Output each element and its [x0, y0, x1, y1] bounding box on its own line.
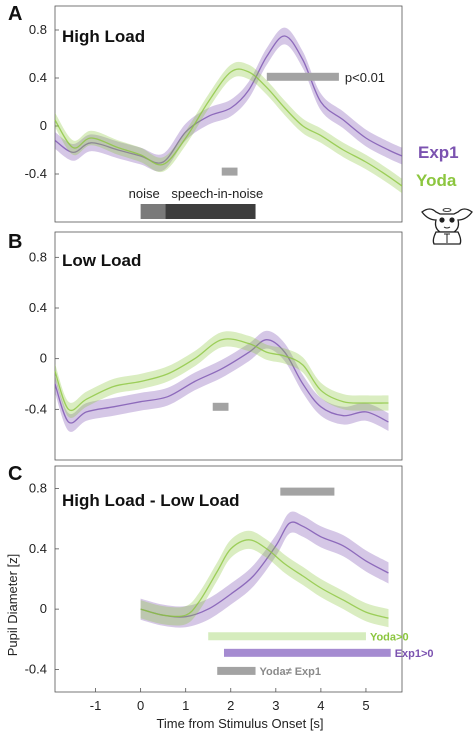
series-band-yoda	[140, 530, 389, 628]
panel-letter-a: A	[8, 3, 22, 25]
y-tick-label: 0.4	[29, 70, 47, 85]
series-line-exp1	[54, 339, 389, 424]
significance-bar	[223, 648, 391, 657]
panel-c: C High Load - Low Load 0.8 0.4 0 -0.4 -1 0 1 2 3…	[5, 463, 434, 731]
y-tick-label: 0	[40, 601, 47, 616]
y-axis-label: Pupil Diameter [z]	[5, 554, 20, 657]
x-tick-label: 2	[227, 698, 234, 713]
axes-c: 0.8 0.4 0 -0.4 -1 0 1 2 3 4 5 Yoda>0 Exp1>0 Yoda≠ Exp…	[25, 465, 434, 713]
panel-title-c: High Load - Low Load	[62, 491, 240, 510]
stimulus-bar	[140, 204, 166, 219]
panel-letter-b: B	[8, 231, 22, 253]
y-tick-label: 0.4	[29, 541, 47, 556]
axes-frame	[54, 231, 403, 461]
significance-bar	[208, 632, 366, 641]
series-line-exp1	[140, 521, 389, 618]
panel-a: A High Load 0.8 0.4 0 -0.4 noise speech-in-…	[8, 3, 403, 223]
series-line-yoda	[54, 68, 403, 187]
yoda-figure-icon	[421, 208, 473, 245]
series-band-exp1	[140, 511, 389, 628]
y-tick-label: 0	[40, 118, 47, 133]
panel-title-a: High Load	[62, 27, 145, 46]
y-tick-label: 0	[40, 351, 47, 366]
y-tick-label: 0.8	[29, 22, 47, 37]
stim-label-noise: noise	[129, 186, 160, 201]
significance-bar	[217, 666, 256, 675]
significance-bar	[221, 167, 238, 176]
series-line-exp1	[54, 35, 403, 164]
x-tick-label: 3	[272, 698, 279, 713]
significance-label: Yoda≠ Exp1	[260, 666, 321, 678]
x-tick-label: 0	[137, 698, 144, 713]
legend-yoda: Yoda	[416, 171, 457, 190]
series-line-yoda	[140, 539, 389, 619]
axes-a: 0.8 0.4 0 -0.4	[25, 5, 403, 223]
x-tick-label: 4	[317, 698, 324, 713]
x-tick-label: 5	[362, 698, 369, 713]
y-tick-label: 0.8	[29, 249, 47, 264]
axes-frame	[54, 5, 403, 223]
series-band-yoda	[55, 61, 402, 194]
axes-b: 0.8 0.4 0 -0.4	[25, 231, 403, 461]
series-band-exp1	[55, 330, 389, 432]
y-tick-label: 0.8	[29, 481, 47, 496]
significance-bar	[212, 402, 229, 411]
stimulus-bar	[165, 204, 256, 219]
legend-exp1: Exp1	[418, 143, 459, 162]
panel-title-b: Low Load	[62, 251, 141, 270]
y-tick-label: -0.4	[25, 661, 47, 676]
series-band-yoda	[55, 331, 389, 419]
y-tick-label: -0.4	[25, 401, 47, 416]
significance-label: Yoda>0	[370, 631, 409, 643]
panel-letter-c: C	[8, 463, 22, 485]
x-tick-label: 1	[182, 698, 189, 713]
significance-label: Exp1>0	[395, 648, 434, 660]
y-tick-label: -0.4	[25, 166, 47, 181]
sig-label-p: p<0.01	[345, 70, 385, 85]
x-tick-label: -1	[90, 698, 102, 713]
panel-b: B Low Load 0.8 0.4 0 -0.4	[8, 231, 403, 461]
x-axis-label: Time from Stimulus Onset [s]	[156, 716, 323, 731]
series-line-yoda	[54, 338, 389, 412]
y-tick-label: 0.4	[29, 300, 47, 315]
stim-label-speech-in-noise: speech-in-noise	[171, 186, 263, 201]
axes-frame	[54, 465, 403, 693]
significance-bar	[280, 487, 335, 496]
significance-bar	[266, 72, 339, 81]
